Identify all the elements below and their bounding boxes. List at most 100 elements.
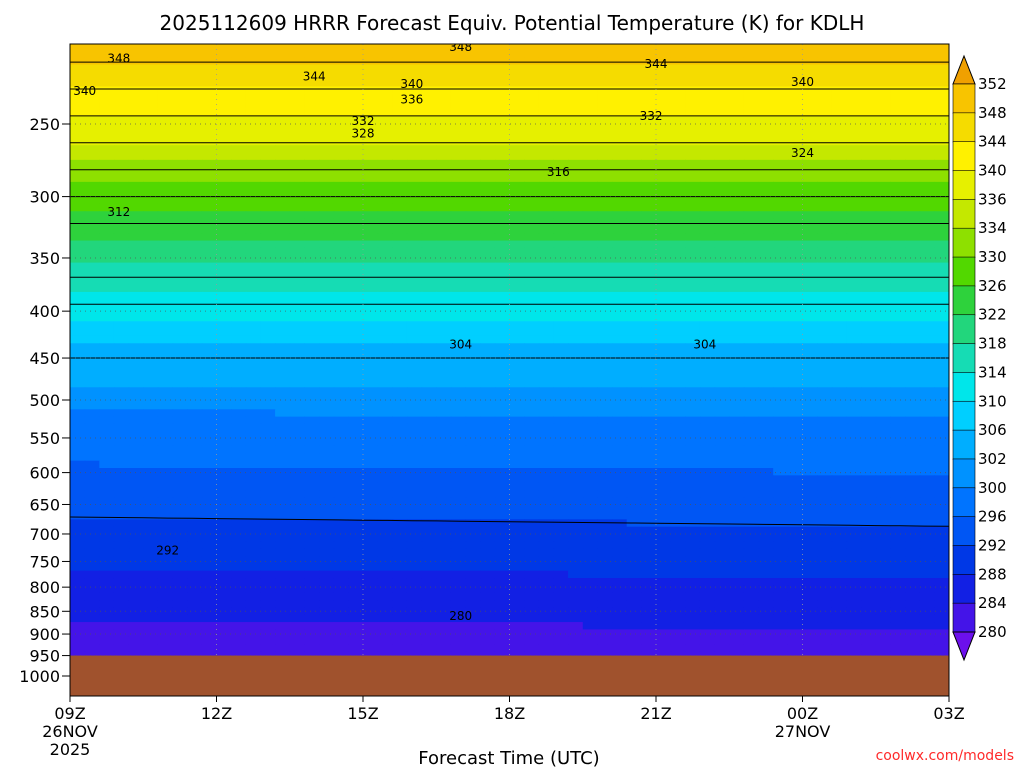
field-cell: [817, 196, 833, 205]
field-cell: [875, 357, 891, 366]
field-cell: [113, 291, 130, 300]
field-cell: [289, 71, 305, 80]
field-cell: [245, 497, 262, 506]
field-cell: [612, 490, 628, 498]
field-cell: [436, 152, 452, 161]
field-cell: [641, 357, 657, 366]
field-cell: [70, 475, 86, 484]
field-cell: [509, 431, 525, 440]
field-cell: [216, 600, 232, 608]
field-cell: [216, 93, 232, 102]
field-cell: [553, 468, 569, 476]
field-cell: [275, 137, 291, 146]
field-cell: [685, 64, 701, 73]
field-cell: [494, 145, 511, 154]
field-cell: [553, 482, 569, 491]
field-cell: [861, 409, 877, 418]
field-cell: [377, 196, 393, 205]
field-cell: [656, 159, 672, 168]
field-cell: [568, 504, 584, 513]
field-cell: [275, 636, 291, 645]
field-cell: [729, 269, 745, 278]
field-cell: [670, 64, 686, 73]
field-cell: [875, 79, 891, 88]
field-cell: [494, 44, 511, 51]
field-cell: [758, 159, 774, 168]
field-cell: [304, 379, 320, 388]
field-cell: [861, 101, 877, 110]
field-cell: [714, 526, 730, 535]
field-cell: [846, 423, 862, 432]
field-cell: [729, 372, 745, 381]
field-cell: [934, 93, 949, 102]
field-cell: [275, 644, 291, 653]
field-cell: [245, 592, 262, 601]
field-cell: [509, 468, 525, 476]
field-cell: [787, 101, 804, 110]
field-cell: [568, 614, 584, 623]
field-cell: [363, 284, 379, 293]
field-cell: [231, 64, 247, 73]
field-cell: [510, 35, 525, 43]
field-cell: [875, 167, 891, 176]
field-cell: [509, 64, 525, 73]
field-cell: [699, 468, 716, 476]
field-cell: [275, 460, 291, 469]
field-cell: [201, 152, 218, 161]
field-cell: [128, 255, 144, 264]
field-cell: [743, 108, 760, 117]
field-cell: [201, 196, 218, 205]
field-cell: [275, 475, 291, 484]
field-cell: [890, 372, 906, 381]
field-cell: [817, 328, 833, 337]
field-cell: [582, 108, 598, 117]
field-cell: [216, 174, 232, 183]
field-cell: [597, 49, 613, 58]
field-cell: [641, 409, 657, 418]
field-cell: [538, 607, 555, 616]
field-cell: [99, 460, 115, 469]
field-cell: [421, 416, 437, 425]
field-cell: [157, 526, 174, 535]
field-cell: [421, 247, 437, 256]
field-cell: [143, 541, 159, 550]
field-cell: [670, 152, 686, 161]
field-cell: [890, 357, 906, 366]
field-cell: [99, 372, 115, 381]
field-cell: [773, 556, 789, 564]
field-cell: [626, 123, 642, 132]
field-cell: [787, 86, 804, 95]
field-cell: [802, 211, 818, 220]
field-cell: [714, 262, 730, 271]
field-cell: [216, 541, 232, 550]
field-cell: [348, 328, 364, 337]
field-cell: [392, 387, 408, 396]
field-cell: [773, 167, 789, 176]
field-cell: [641, 372, 657, 381]
field-cell: [70, 79, 86, 88]
field-cell: [861, 416, 877, 425]
field-cell: [494, 357, 511, 366]
field-cell: [582, 504, 598, 513]
field-cell: [333, 394, 349, 403]
field-cell: [685, 445, 701, 454]
field-cell: [890, 379, 906, 388]
field-cell: [773, 431, 789, 440]
field-cell: [787, 233, 804, 242]
field-cell: [465, 247, 481, 256]
field-cell: [597, 622, 613, 630]
field-cell: [861, 460, 877, 469]
field-cell: [568, 299, 584, 308]
field-cell: [582, 453, 598, 462]
field-cell: [583, 35, 598, 43]
field-cell: [699, 130, 716, 139]
field-cell: [363, 387, 379, 396]
field-cell: [421, 57, 437, 66]
field-cell: [201, 101, 218, 110]
field-cell: [187, 86, 203, 95]
field-cell: [216, 394, 232, 403]
field-cell: [875, 475, 891, 484]
field-cell: [304, 504, 320, 513]
field-cell: [143, 431, 159, 440]
field-cell: [187, 123, 203, 132]
